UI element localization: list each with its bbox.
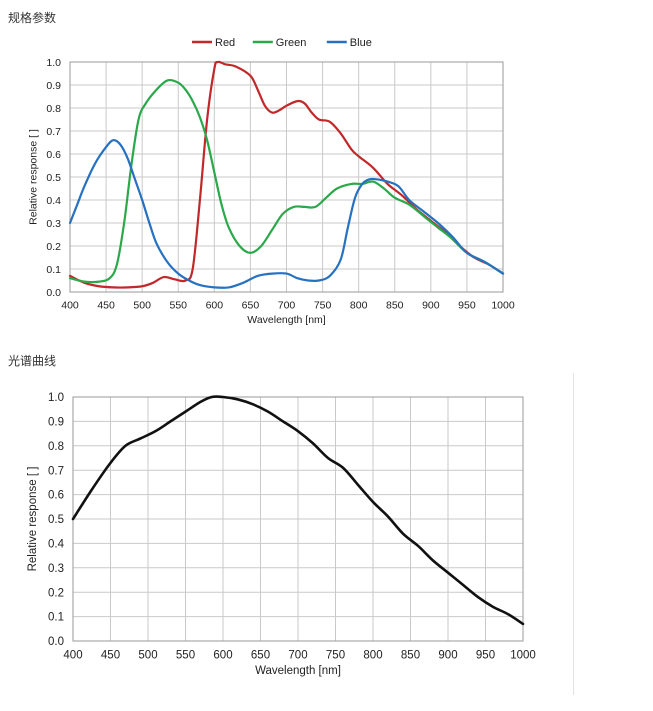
y-tick-label: 0.6 [46,149,61,161]
y-axis-label: Relative response [ ] [27,129,39,225]
series-line [71,395,525,626]
x-tick-label: 850 [401,650,420,662]
x-tick-label: 450 [101,650,120,662]
y-axis-label: Relative response [ ] [27,467,39,572]
x-tick-label: 550 [176,650,195,662]
x-tick-label: 700 [278,300,296,312]
y-tick-label: 0.5 [46,172,61,184]
x-tick-label: 750 [326,650,345,662]
y-tick-label: 0.8 [48,441,64,453]
series-line-red [68,60,505,289]
y-tick-label: 1.0 [48,392,64,404]
series-line-blue [68,139,505,289]
x-tick-label: 1000 [491,300,515,312]
x-tick-label: 450 [97,300,115,312]
y-tick-label: 1.0 [46,57,61,69]
x-tick-label: 850 [386,300,404,312]
y-tick-label: 0.3 [48,563,64,575]
legend-label-green: Green [276,37,307,49]
legend-label-blue: Blue [350,37,372,49]
x-tick-label: 950 [476,650,495,662]
x-tick-label: 800 [363,650,382,662]
legend-label-red: Red [215,37,235,49]
y-tick-label: 0.9 [48,417,64,429]
y-tick-label: 0.5 [48,514,64,526]
y-tick-label: 0.8 [46,103,61,115]
y-tick-label: 0.2 [48,587,64,599]
x-tick-label: 600 [213,650,232,662]
y-tick-label: 0.4 [46,195,61,207]
y-tick-label: 0.7 [46,126,61,138]
x-tick-label: 400 [61,300,79,312]
x-tick-label: 700 [288,650,307,662]
x-tick-label: 400 [63,650,82,662]
x-axis-label: Wavelength [nm] [255,665,341,677]
rgb-spectral-response-chart: 0.0 0.1 0.2 0.3 0.4 0.5 0.6 0.7 0.8 0.9 1.0 400 450 5… [27,37,515,326]
x-tick-label: 500 [138,650,157,662]
spectrum-section-title: 光谱曲线 [8,354,57,368]
x-tick-label: 550 [169,300,187,312]
y-tick-label: 0.4 [48,539,65,551]
x-tick-label: 950 [458,300,476,312]
x-tick-label: 650 [242,300,260,312]
x-axis-label: Wavelength [nm] [247,314,325,326]
plot-frame [69,61,504,293]
y-tick-label: 0.1 [46,264,61,276]
x-tick-label: 650 [251,650,270,662]
x-tick-label: 600 [206,300,224,312]
y-tick-label: 0.0 [46,287,61,299]
y-tick-label: 0.1 [48,612,64,624]
y-tick-label: 0.6 [48,490,64,502]
spec-section-title: 规格参数 [8,11,57,25]
y-tick-label: 0.2 [46,241,61,253]
x-tick-label: 800 [350,300,368,312]
y-tick-label: 0.3 [46,218,61,230]
x-tick-label: 750 [314,300,332,312]
x-tick-label: 900 [422,300,440,312]
y-tick-label: 0.0 [48,636,64,648]
x-tick-label: 1000 [510,650,536,662]
x-tick-label: 500 [133,300,151,312]
y-tick-label: 0.9 [46,80,61,92]
divider-line [573,373,574,695]
mono-spectral-response-chart: 0.0 0.1 0.2 0.3 0.4 0.5 0.6 0.7 0.8 0.9 1.0 400 450 5… [27,392,536,677]
legend: Red Green Blue [192,37,372,49]
series-line-green [68,78,505,284]
y-tick-label: 0.7 [48,465,64,477]
x-tick-label: 900 [438,650,457,662]
